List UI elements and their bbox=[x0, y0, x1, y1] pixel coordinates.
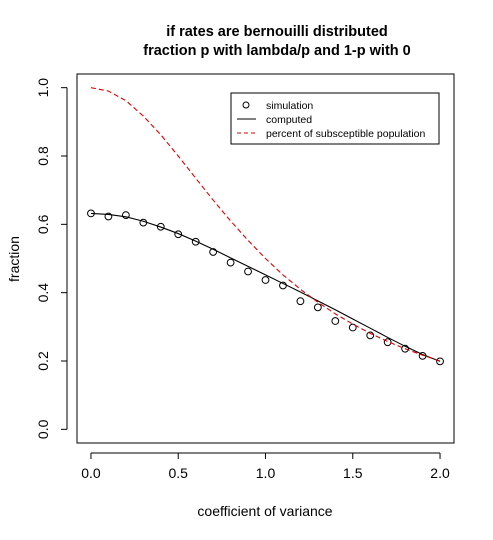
legend: simulation computed percent of subscepti… bbox=[230, 92, 440, 145]
legend-label-susceptible: percent of subsceptible population bbox=[266, 128, 426, 140]
series-line-susceptible bbox=[90, 87, 441, 362]
data-point-simulation bbox=[383, 338, 392, 347]
data-point-simulation bbox=[156, 222, 165, 231]
legend-label-computed: computed bbox=[266, 114, 312, 126]
data-point-simulation bbox=[401, 344, 410, 353]
data-point-simulation bbox=[313, 303, 322, 312]
plot-frame bbox=[76, 73, 455, 444]
y-tick-label: 0.0 bbox=[35, 419, 51, 439]
series-line-computed bbox=[90, 212, 441, 362]
data-point-simulation bbox=[348, 323, 357, 332]
series-layer bbox=[87, 87, 444, 366]
data-point-simulation bbox=[261, 276, 270, 284]
legend-label-simulation: simulation bbox=[266, 100, 313, 112]
x-tick-label: 1.5 bbox=[343, 465, 363, 481]
data-point-simulation bbox=[244, 267, 252, 276]
data-point-simulation bbox=[331, 317, 340, 325]
y-tick-label: 0.2 bbox=[35, 351, 51, 371]
data-point-simulation bbox=[366, 331, 375, 340]
data-point-simulation bbox=[191, 237, 200, 246]
chart-title-line2: fraction p with lambda/p and 1-p with 0 bbox=[143, 43, 410, 59]
data-point-simulation bbox=[436, 357, 444, 366]
x-axis-label: coefficient of variance bbox=[197, 503, 332, 519]
chart-title-line1: if rates are bernouilli distributed bbox=[166, 24, 388, 40]
data-point-simulation bbox=[226, 258, 235, 267]
data-point-simulation bbox=[296, 297, 305, 306]
y-tick-label: 1.0 bbox=[35, 78, 51, 98]
axes-layer: 0.0 0.5 1.0 1.5 2.0 0.0 0.2 0.4 0.6 0.8 1.0 bbox=[35, 78, 450, 481]
data-point-simulation bbox=[104, 212, 113, 221]
x-tick-label: 0.5 bbox=[168, 465, 188, 481]
y-tick-label: 0.6 bbox=[35, 214, 51, 234]
y-tick-label: 0.4 bbox=[35, 283, 51, 303]
data-point-simulation bbox=[209, 248, 218, 256]
data-point-simulation bbox=[121, 211, 130, 220]
x-tick-label: 2.0 bbox=[430, 465, 450, 481]
data-point-simulation bbox=[174, 230, 183, 239]
y-tick-label: 0.8 bbox=[35, 146, 51, 166]
legend-box bbox=[230, 92, 440, 145]
x-tick-label: 1.0 bbox=[256, 465, 276, 481]
x-tick-label: 0.0 bbox=[81, 465, 101, 481]
legend-symbol-simulation bbox=[242, 101, 250, 109]
y-axis-label: fraction bbox=[6, 236, 22, 282]
